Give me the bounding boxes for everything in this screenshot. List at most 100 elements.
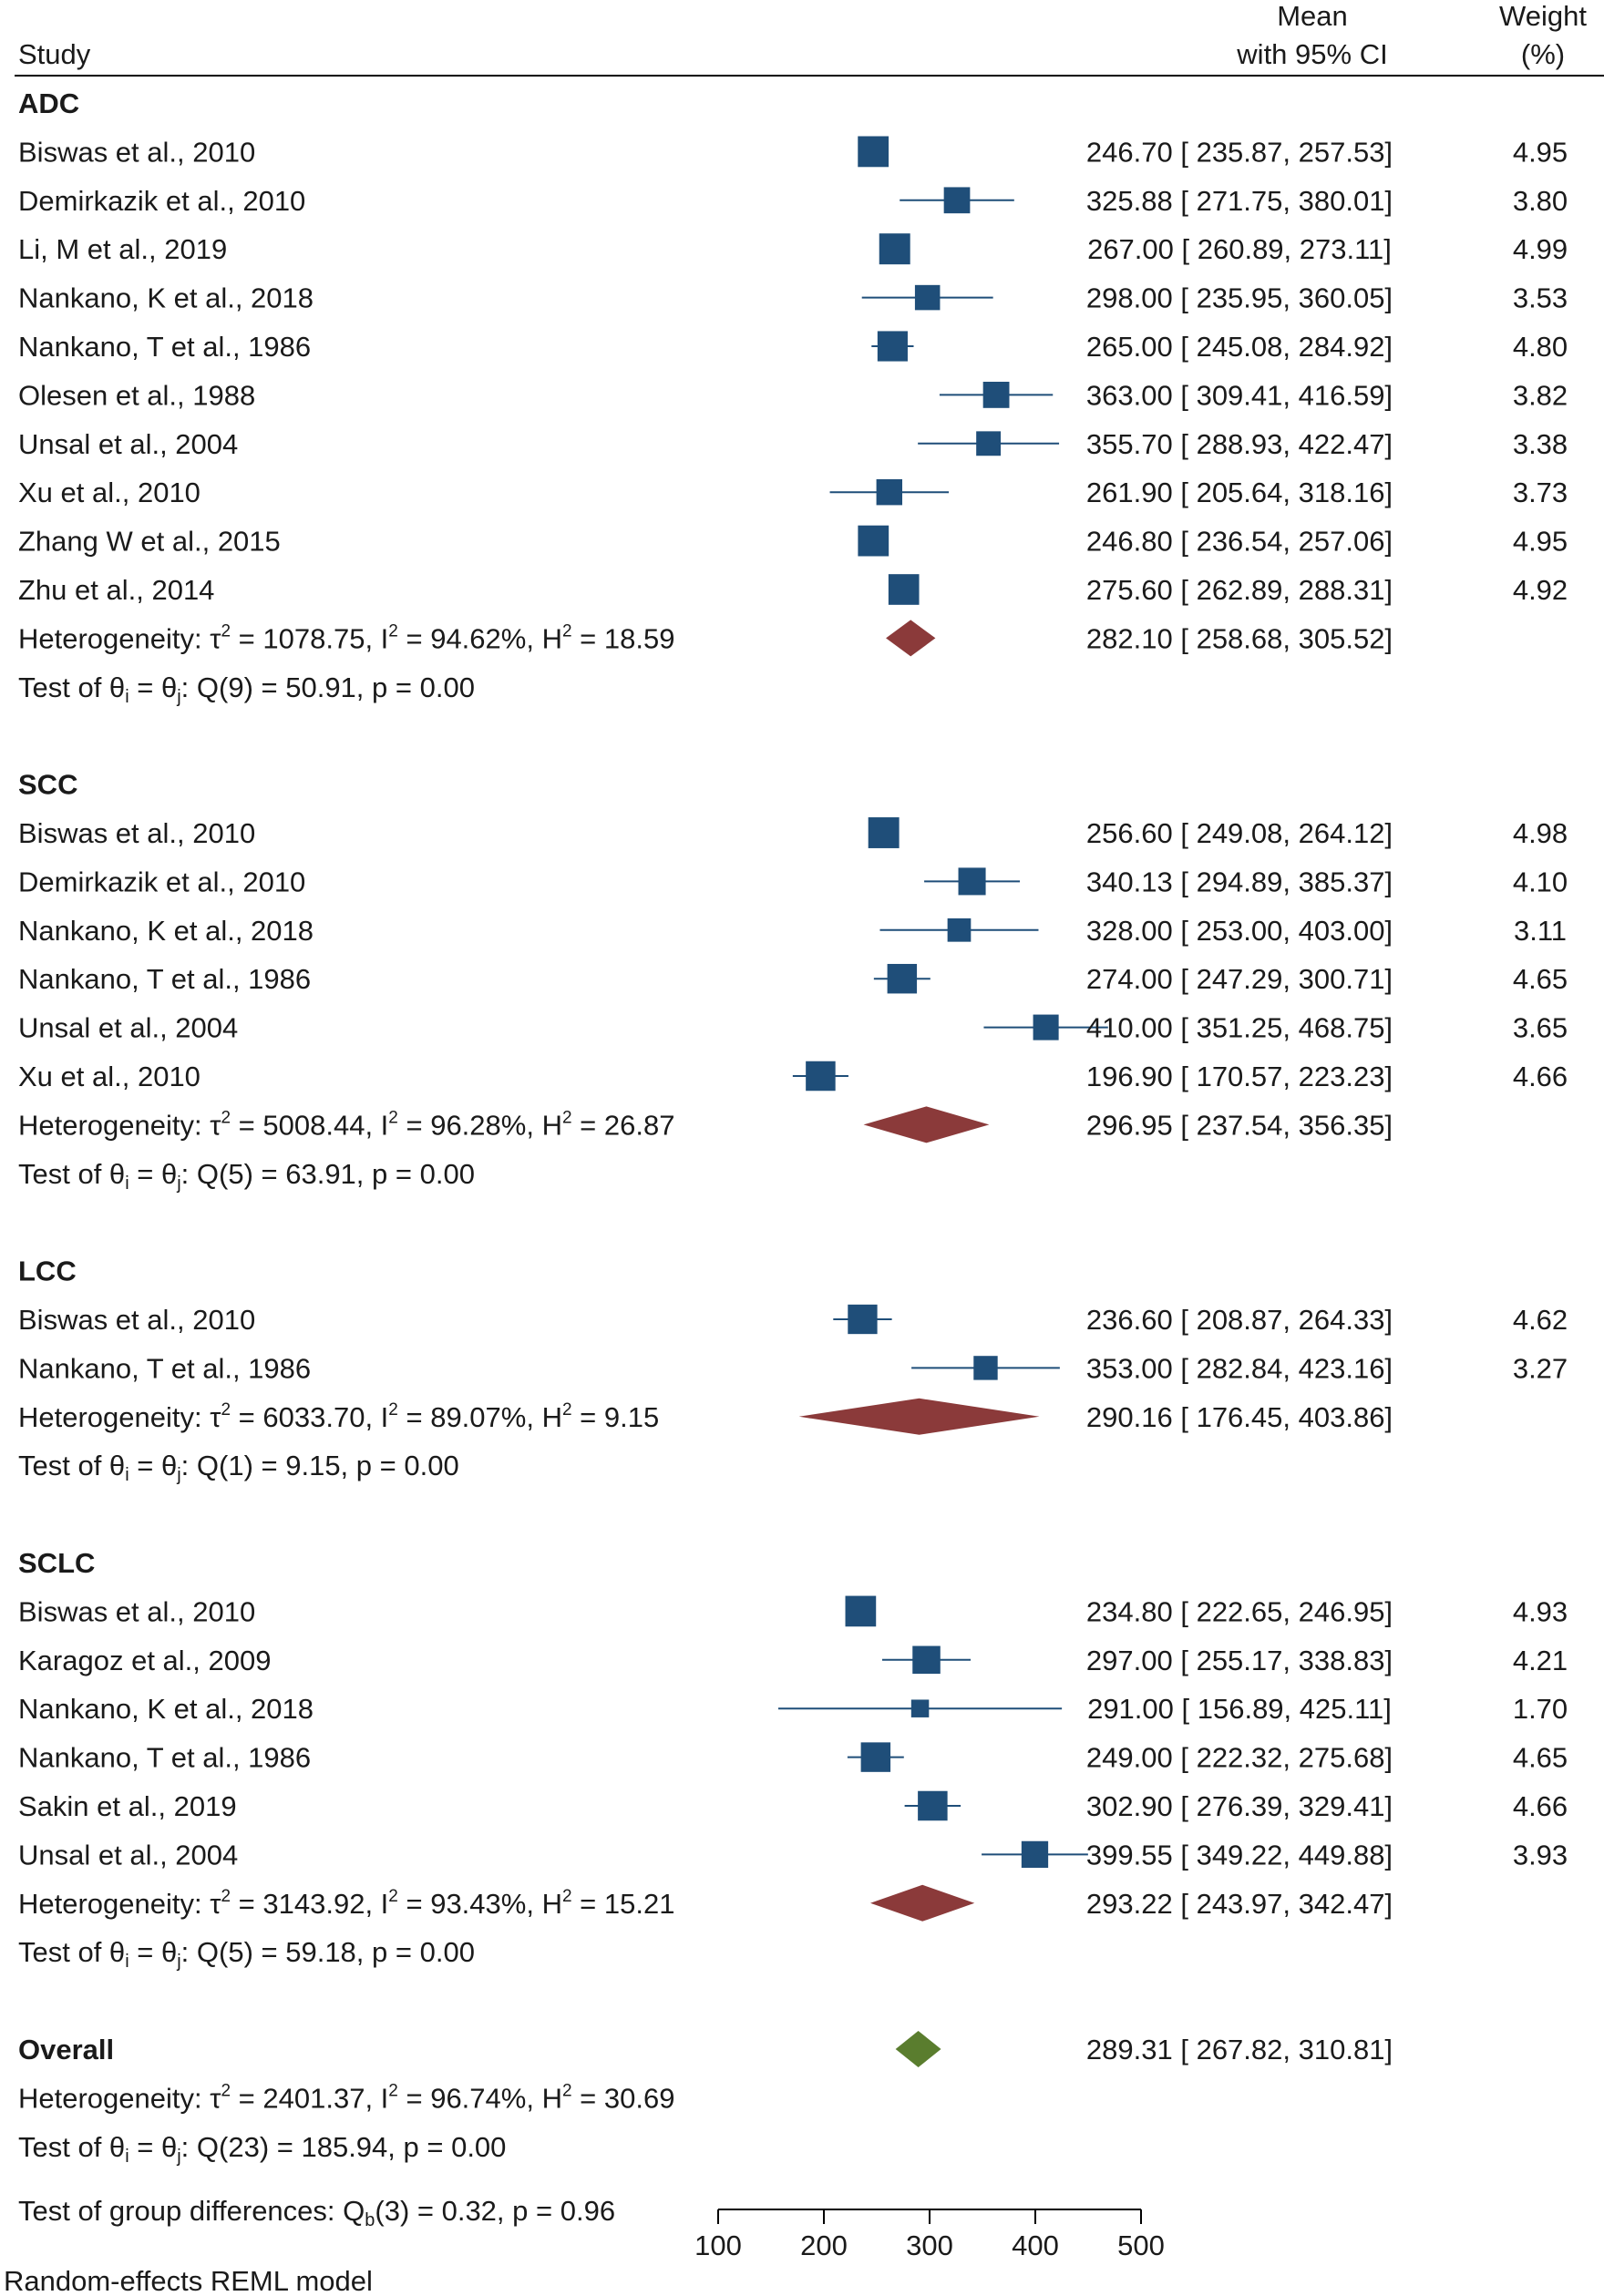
heterogeneity-text-part: Heterogeneity: τ [18, 1401, 221, 1433]
study-marker [845, 1595, 877, 1627]
study-label: Zhang W et al., 2015 [18, 526, 281, 558]
study-ci-text: 353.00 [ 282.84, 423.16] [1086, 1352, 1393, 1384]
overall-heading: Overall [18, 2034, 114, 2065]
study-label: Unsal et al., 2004 [18, 1839, 238, 1871]
group-differences-text-part: (3) = 0.32, p = 0.96 [375, 2195, 615, 2227]
group-heading: SCC [18, 769, 77, 801]
study-ci-text: 196.90 [ 170.57, 223.23] [1086, 1061, 1393, 1092]
study-ci-text: 355.70 [ 288.93, 422.47] [1086, 428, 1393, 460]
test-text-part: : Q(23) = 185.94, p = 0.00 [181, 2131, 507, 2163]
study-ci-text: 298.00 [ 235.95, 360.05] [1086, 282, 1393, 314]
study-weight-text: 4.93 [1513, 1595, 1568, 1627]
study-label: Nankano, T et al., 1986 [18, 1742, 311, 1774]
study-label: Biswas et al., 2010 [18, 136, 255, 168]
study-ci-text: 297.00 [ 255.17, 338.83] [1086, 1645, 1393, 1676]
group-differences-text-part: b [365, 2210, 375, 2230]
study-weight-text: 3.93 [1513, 1839, 1568, 1871]
heterogeneity-text-part: 2 [388, 621, 398, 641]
study-weight-text: 3.73 [1513, 477, 1568, 508]
study-label: Nankano, T et al., 1986 [18, 1352, 311, 1384]
group-test: Test of θi = θj: Q(1) = 9.15, p = 0.00 [18, 1450, 459, 1485]
study-marker [806, 1061, 836, 1092]
heterogeneity-text-part: = 9.15 [572, 1401, 660, 1433]
heterogeneity-text-part: 2 [221, 1400, 231, 1420]
study-marker [976, 431, 1002, 456]
group-differences-test: Test of group differences: Qb(3) = 0.32,… [18, 2195, 615, 2230]
group-test: Test of θi = θj: Q(5) = 59.18, p = 0.00 [18, 1936, 475, 1972]
test-text-part: = θ [129, 2131, 178, 2163]
test-text-part: Test of θ [18, 1158, 125, 1190]
study-marker [912, 1645, 941, 1675]
test-text-part: Test of θ [18, 671, 125, 703]
study-marker [958, 867, 986, 896]
test-text-part: i [125, 1952, 129, 1972]
x-tick-label: 400 [1012, 2229, 1059, 2261]
group-pooled-ci-text: 290.16 [ 176.45, 403.86] [1086, 1401, 1393, 1433]
heterogeneity-text-part: = 96.28%, H [398, 1109, 562, 1141]
test-text-part: Test of θ [18, 1936, 125, 1968]
heterogeneity-text-part: 2 [221, 1108, 231, 1127]
study-marker [918, 1790, 948, 1821]
study-ci-text: 261.90 [ 205.64, 318.16] [1086, 477, 1393, 508]
study-ci-text: 267.00 [ 260.89, 273.11] [1087, 233, 1392, 265]
ci-column-header: with 95% CI [1236, 38, 1387, 70]
study-weight-text: 3.65 [1513, 1012, 1568, 1044]
study-weight-text: 4.99 [1513, 233, 1568, 265]
study-weight-text: 3.38 [1513, 428, 1568, 460]
x-tick-label: 200 [800, 2229, 848, 2261]
heterogeneity-text-part: 2 [562, 2081, 572, 2100]
heterogeneity-text-part: Heterogeneity: τ [18, 2082, 221, 2114]
heterogeneity-text-part: 2 [562, 1400, 572, 1420]
study-ci-text: 363.00 [ 309.41, 416.59] [1086, 379, 1393, 411]
heterogeneity-text-part: = 3143.92, I [231, 1888, 388, 1920]
heterogeneity-text-part: = 94.62%, H [398, 622, 562, 654]
overall-ci-text: 289.31 [ 267.82, 310.81] [1086, 2034, 1393, 2065]
study-weight-text: 4.10 [1513, 866, 1568, 897]
study-marker [914, 284, 941, 311]
study-label: Biswas et al., 2010 [18, 1595, 255, 1627]
test-text-part: j [176, 1952, 180, 1972]
study-label: Nankano, K et al., 2018 [18, 282, 314, 314]
study-marker [858, 525, 889, 557]
study-ci-text: 399.55 [ 349.22, 449.88] [1086, 1839, 1393, 1871]
x-tick-label: 300 [906, 2229, 953, 2261]
study-marker [973, 1356, 998, 1380]
x-tick-label: 500 [1117, 2229, 1165, 2261]
heterogeneity-text-part: 2 [388, 1108, 398, 1127]
study-marker [943, 187, 971, 214]
group-test: Test of θi = θj: Q(9) = 50.91, p = 0.00 [18, 671, 475, 707]
study-weight-text: 4.98 [1513, 817, 1568, 849]
study-column-header: Study [18, 38, 91, 70]
test-text-part: i [125, 687, 129, 707]
test-text-part: i [125, 2147, 129, 2167]
heterogeneity-text-part: = 96.74%, H [398, 2082, 562, 2114]
group-test: Test of θi = θj: Q(5) = 63.91, p = 0.00 [18, 1158, 475, 1194]
group-pooled-ci-text: 282.10 [ 258.68, 305.52] [1086, 622, 1393, 654]
test-text-part: i [125, 1174, 129, 1194]
heterogeneity-text-part: 2 [388, 2081, 398, 2100]
study-weight-text: 4.92 [1513, 574, 1568, 606]
test-text-part: j [176, 1465, 180, 1485]
study-ci-text: 274.00 [ 247.29, 300.71] [1086, 963, 1393, 995]
study-weight-text: 3.80 [1513, 185, 1568, 217]
study-weight-text: 4.95 [1513, 526, 1568, 558]
heterogeneity-text-part: Heterogeneity: τ [18, 1888, 221, 1920]
group-pooled-diamond [886, 620, 936, 657]
study-label: Nankano, T et al., 1986 [18, 331, 311, 363]
header: Study Mean with 95% CI Weight (%) [15, 0, 1604, 77]
heterogeneity-text-part: = 26.87 [572, 1109, 675, 1141]
heterogeneity-text-part: 2 [562, 1108, 572, 1127]
study-label: Demirkazik et al., 2010 [18, 866, 305, 897]
test-text-part: i [125, 1465, 129, 1485]
test-text-part: = θ [129, 1158, 178, 1190]
study-ci-text: 249.00 [ 222.32, 275.68] [1086, 1742, 1393, 1774]
study-marker [1033, 1014, 1059, 1040]
study-marker [860, 1742, 891, 1772]
mean-column-header: Mean [1277, 0, 1348, 32]
test-text-part: j [176, 2147, 180, 2167]
study-marker [858, 136, 889, 168]
study-label: Biswas et al., 2010 [18, 1304, 255, 1336]
study-label: Nankano, T et al., 1986 [18, 963, 311, 995]
study-ci-text: 291.00 [ 156.89, 425.11] [1087, 1693, 1392, 1725]
